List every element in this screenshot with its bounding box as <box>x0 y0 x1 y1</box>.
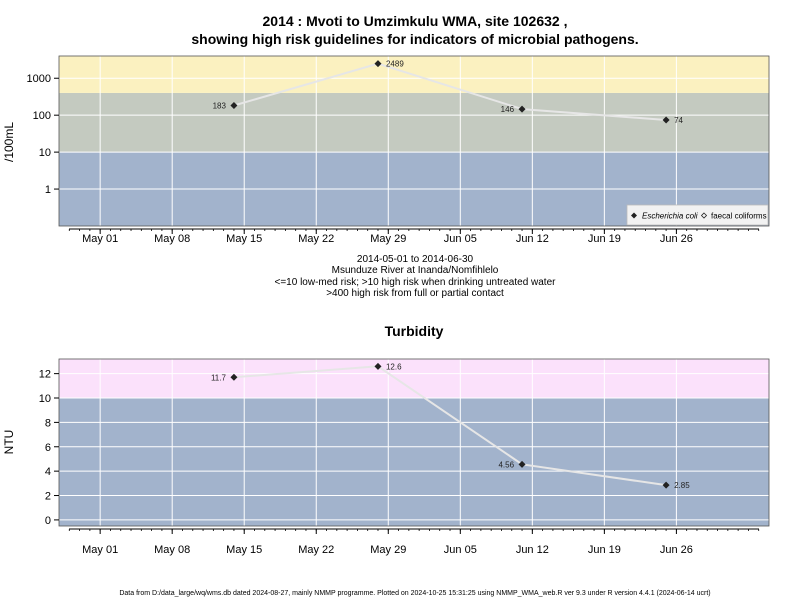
chart1-legend-ecoli-label: Escherichia coli <box>642 212 698 221</box>
chart2-data-point <box>662 481 670 489</box>
chart1-x-tick-label: May 08 <box>154 233 190 245</box>
chart1-series-line <box>233 62 667 122</box>
chart1-legend-ecoli-marker <box>631 212 637 219</box>
chart1-legend-faecal-label: faecal coliforms <box>711 212 767 221</box>
chart2-data-label: 11.7 <box>211 373 227 382</box>
chart1-data-label: 146 <box>501 105 515 114</box>
chart2-y-tick-label: 8 <box>45 417 51 429</box>
chart2-data-point <box>374 362 382 370</box>
chart2-y-tick-label: 0 <box>45 515 51 527</box>
chart1-data-point <box>374 60 382 68</box>
chart1-x-tick-label: May 15 <box>226 233 262 245</box>
chart1-x-tick-label: Jun 12 <box>516 233 549 245</box>
chart2-data-point <box>518 460 526 468</box>
chart2-x-tick-label: May 08 <box>154 544 190 556</box>
chart1-data-label: 2489 <box>386 60 404 69</box>
chart1-y-axis-label: /100mL <box>2 122 16 162</box>
footer-note: Data from D:/data_large/wq/wms.db dated … <box>119 590 710 597</box>
chart2-data-label: 2.85 <box>674 481 690 490</box>
chart1-legend-faecal-marker <box>700 212 708 219</box>
chart1-y-tick-label: 1000 <box>27 73 51 85</box>
chart1-x-tick-label: Jun 26 <box>660 233 693 245</box>
chart1-x-tick-label: Jun 19 <box>588 233 621 245</box>
chart2-panel: 0 2 4 6 8 10 12 May 01 May 08 May 15 May 22 May 29 J… <box>39 358 770 556</box>
chart2-x-tick-label: Jun 05 <box>444 544 477 556</box>
chart1-y-tick-label: 100 <box>33 110 51 122</box>
chart2-x-tick-label: May 01 <box>82 544 118 556</box>
chart1-plot-border <box>58 55 770 227</box>
chart2-x-tick-label: Jun 19 <box>588 544 621 556</box>
chart2-x-tick-label: May 15 <box>226 544 262 556</box>
chart1-x-tick-label: May 29 <box>370 233 406 245</box>
chart2-data-label: 12.6 <box>386 362 402 371</box>
chart2-risk-band-1 <box>59 398 769 526</box>
chart2-y-tick-label: 4 <box>45 466 51 478</box>
chart1-panel: 1 10 100 1000 May 01 May 08 May 15 May 22 May 29… <box>27 55 770 245</box>
chart1-caption-drinking-risk: <=10 low-med risk; >10 high risk when dr… <box>275 277 557 288</box>
chart1-data-label: 183 <box>213 101 227 110</box>
chart1-title: 2014 : Mvoti to Umzimkulu WMA, site 1026… <box>263 13 568 29</box>
chart1-x-tick-label: May 01 <box>82 233 118 245</box>
chart2-title: Turbidity <box>385 323 444 339</box>
chart1-caption-site: Msunduze River at Inanda/Nomfihlelo <box>332 265 499 276</box>
chart1-caption-date-range: 2014-05-01 to 2014-06-30 <box>357 254 474 265</box>
chart2-data-label: 4.56 <box>498 460 514 469</box>
chart2-y-tick-label: 6 <box>45 442 51 454</box>
chart1-data-point <box>518 105 526 113</box>
chart2-y-tick-label: 10 <box>39 393 51 405</box>
chart1-data-point <box>662 116 670 124</box>
chart1-x-tick-label: Jun 05 <box>444 233 477 245</box>
chart2-x-tick-label: May 29 <box>370 544 406 556</box>
chart1-x-tick-label: May 22 <box>298 233 334 245</box>
chart2-y-axis-label: NTU <box>2 430 16 455</box>
chart1-y-tick-label: 1 <box>45 184 51 196</box>
chart1-y-tick-label: 10 <box>39 147 51 159</box>
chart1-risk-band-2 <box>59 92 769 153</box>
chart1-legend: Escherichia coli faecal coliforms <box>626 204 769 226</box>
chart2-y-tick-label: 2 <box>45 491 51 503</box>
chart2-y-tick-label: 12 <box>39 369 51 381</box>
chart2-x-tick-label: Jun 12 <box>516 544 549 556</box>
chart2-data-point <box>230 373 238 381</box>
chart1-caption-contact-risk: >400 high risk from full or partial cont… <box>326 288 504 299</box>
chart1-subtitle: showing high risk guidelines for indicat… <box>191 31 638 47</box>
chart2-x-tick-label: May 22 <box>298 544 334 556</box>
chart2-series-line <box>233 365 667 487</box>
chart1-data-label: 74 <box>674 116 683 125</box>
chart2-x-tick-label: Jun 26 <box>660 544 693 556</box>
chart1-data-point <box>230 101 238 109</box>
chart2-risk-band-2 <box>59 359 769 399</box>
chart2-plot-border <box>58 358 770 527</box>
chart1-legend-box <box>626 204 769 226</box>
